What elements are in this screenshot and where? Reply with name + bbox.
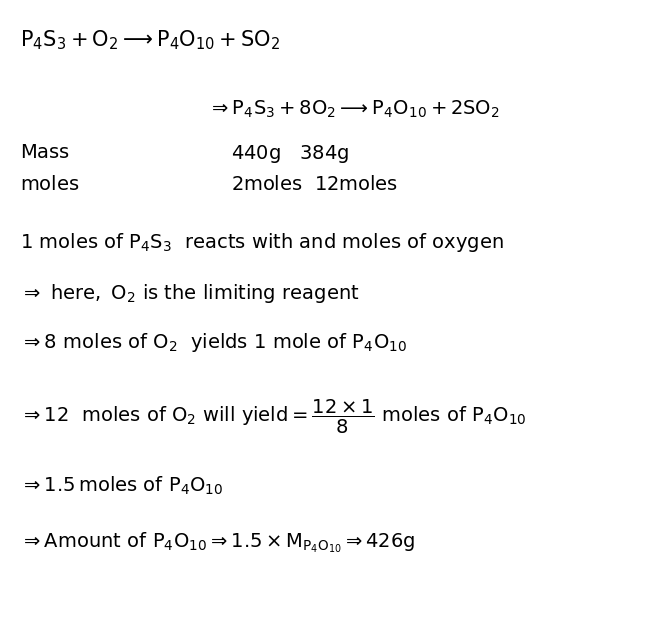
Text: $\mathsf{P_4S_3 + O_2 \longrightarrow P_4O_{10} + SO_2}$: $\mathsf{P_4S_3 + O_2 \longrightarrow P_… — [20, 29, 280, 52]
Text: $\mathsf{\Rightarrow 12\ \ moles\ of\ O_2\ will\ yield} = \dfrac{\mathsf{12 \tim: $\mathsf{\Rightarrow 12\ \ moles\ of\ O_… — [20, 398, 526, 436]
Text: $\mathsf{\Rightarrow 1.5\,moles\ of\ P_4O_{10}}$: $\mathsf{\Rightarrow 1.5\,moles\ of\ P_4… — [20, 475, 223, 497]
Text: $\mathsf{440g\quad 384g}$: $\mathsf{440g\quad 384g}$ — [231, 143, 349, 166]
Text: $\mathsf{\Rightarrow P_4S_3 + 8O_2 \longrightarrow P_4O_{10} + 2SO_2}$: $\mathsf{\Rightarrow P_4S_3 + 8O_2 \long… — [208, 99, 500, 120]
Text: $\mathsf{\Rightarrow Amount\ of\ P_4O_{10} \Rightarrow 1.5 \times M_{P_4O_{10}} : $\mathsf{\Rightarrow Amount\ of\ P_4O_{1… — [20, 530, 415, 555]
Text: $\mathsf{\Rightarrow 8\ moles\ of\ O_2\ \ yields\ 1\ mole\ of\ P_4O_{10}}$: $\mathsf{\Rightarrow 8\ moles\ of\ O_2\ … — [20, 331, 406, 354]
Text: $\mathsf{1\ moles\ of\ P_4S_3\ \ reacts\ with\ and\ moles\ of\ oxygen}$: $\mathsf{1\ moles\ of\ P_4S_3\ \ reacts\… — [20, 231, 503, 254]
Text: $\mathsf{2moles\ \ 12moles}$: $\mathsf{2moles\ \ 12moles}$ — [231, 175, 398, 194]
Text: $\mathsf{Mass}$: $\mathsf{Mass}$ — [20, 143, 70, 162]
Text: $\mathsf{moles}$: $\mathsf{moles}$ — [20, 175, 79, 194]
Text: $\mathsf{\Rightarrow \ here,\ O_2\ is\ the\ limiting\ reagent}$: $\mathsf{\Rightarrow \ here,\ O_2\ is\ t… — [20, 282, 359, 305]
